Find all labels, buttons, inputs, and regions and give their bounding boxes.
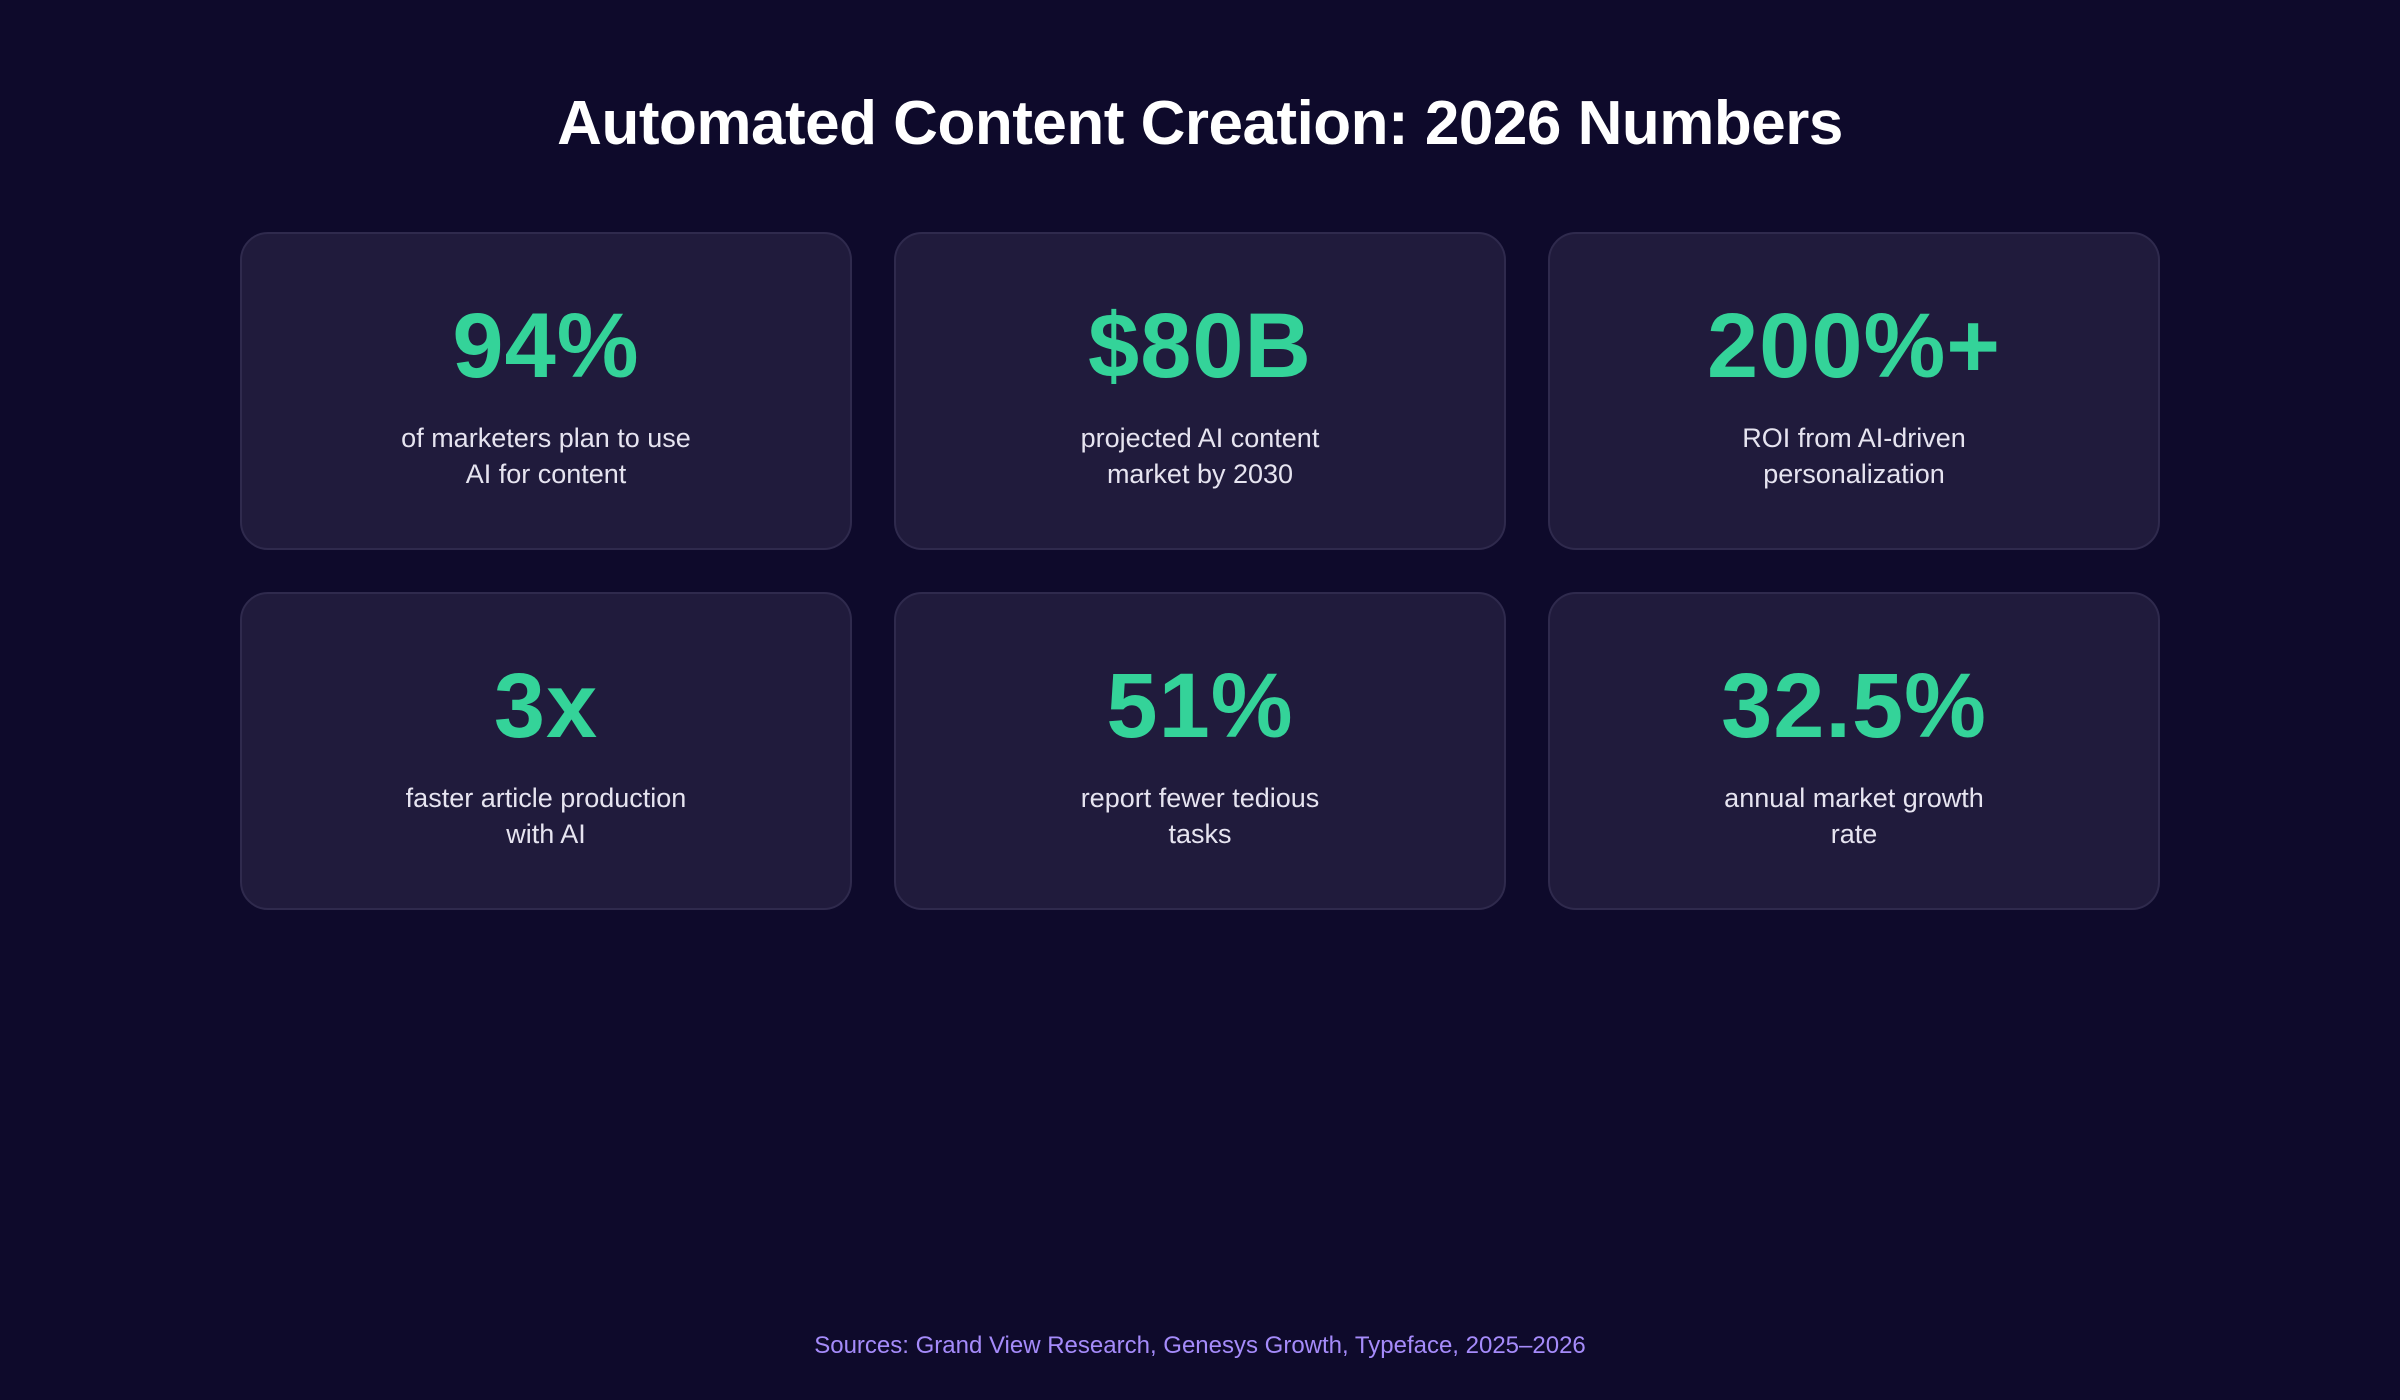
stat-card-production-speed: 3x faster article production with AI [240,592,852,910]
stat-card-growth-rate: 32.5% annual market growth rate [1548,592,2160,910]
stat-value: 94% [452,295,640,397]
sources-footnote: Sources: Grand View Research, Genesys Gr… [814,1332,1586,1359]
stat-description: of marketers plan to use AI for content [401,423,691,489]
stat-value: $80B [1088,295,1312,397]
stat-value: 51% [1106,655,1294,757]
page-title: Automated Content Creation: 2026 Numbers [557,89,1843,158]
stat-description: faster article production with AI [405,783,687,849]
stat-value: 32.5% [1721,655,1987,757]
stat-card-market-size: $80B projected AI content market by 2030 [894,232,1506,550]
stat-value: 3x [493,655,599,757]
stat-description: projected AI content market by 2030 [1080,423,1320,489]
stat-value: 200%+ [1706,295,2002,397]
stat-grid: 94% of marketers plan to use AI for cont… [240,232,2160,910]
stat-card-marketers-ai: 94% of marketers plan to use AI for cont… [240,232,852,550]
stat-description: report fewer tedious tasks [1080,783,1320,849]
stat-description: ROI from AI-driven personalization [1742,423,1966,489]
stat-description: annual market growth rate [1724,783,1984,849]
stat-card-tedious-tasks: 51% report fewer tedious tasks [894,592,1506,910]
stat-card-roi: 200%+ ROI from AI-driven personalization [1548,232,2160,550]
